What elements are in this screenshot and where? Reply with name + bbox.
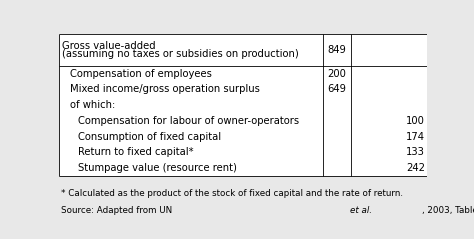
Text: (assuming no taxes or subsidies on production): (assuming no taxes or subsidies on produ… (62, 49, 299, 59)
Text: 100: 100 (406, 116, 425, 126)
Text: et al.: et al. (350, 206, 372, 215)
Text: Compensation for labour of owner-operators: Compensation for labour of owner-operato… (78, 116, 299, 126)
Text: Gross value-added: Gross value-added (62, 41, 156, 51)
Text: * Calculated as the product of the stock of fixed capital and the rate of return: * Calculated as the product of the stock… (61, 189, 403, 198)
Text: , 2003, Table 7.16, p. 308): , 2003, Table 7.16, p. 308) (422, 206, 474, 215)
Text: 200: 200 (328, 69, 346, 79)
Text: 133: 133 (406, 147, 425, 157)
Text: Mixed income/gross operation surplus: Mixed income/gross operation surplus (70, 84, 260, 94)
Text: 174: 174 (406, 131, 425, 141)
Text: of which:: of which: (70, 100, 116, 110)
Text: 649: 649 (328, 84, 346, 94)
Text: Compensation of employees: Compensation of employees (70, 69, 212, 79)
Text: Return to fixed capital*: Return to fixed capital* (78, 147, 193, 157)
Text: Source: Adapted from UN: Source: Adapted from UN (61, 206, 175, 215)
Text: 849: 849 (328, 45, 346, 55)
Text: Stumpage value (resource rent): Stumpage value (resource rent) (78, 163, 237, 173)
Text: 242: 242 (406, 163, 425, 173)
Bar (59, 34, 427, 176)
Text: Consumption of fixed capital: Consumption of fixed capital (78, 131, 221, 141)
